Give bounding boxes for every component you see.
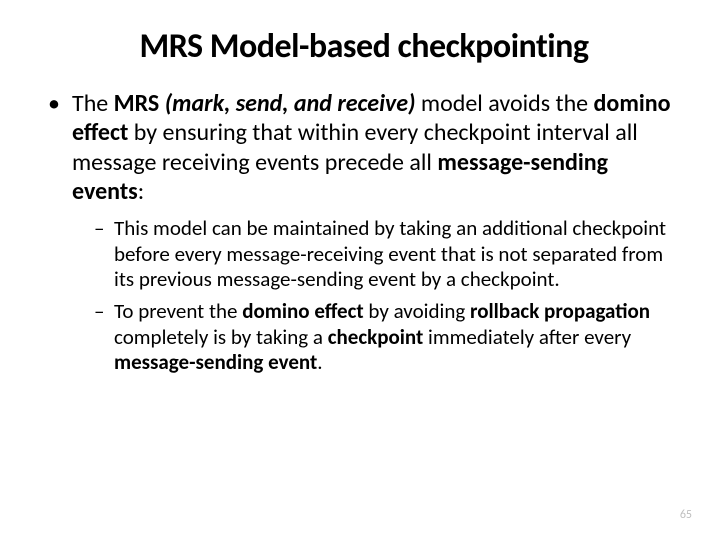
text-run: To prevent the [114, 298, 242, 324]
text-run-bold: rollback propagation [470, 298, 650, 324]
text-run: . [317, 349, 322, 375]
slide: MRS Model-based checkpointing The MRS (m… [0, 0, 720, 540]
text-run: by avoiding [364, 298, 470, 324]
page-number: 65 [680, 508, 692, 522]
text-run-bold: message-sending event [114, 349, 317, 375]
text-run: completely is by taking a [114, 324, 328, 350]
slide-body: The MRS (mark, send, and receive) model … [48, 89, 680, 376]
text-run: This model can be maintained by taking a… [114, 215, 666, 292]
text-run: model avoids the [415, 89, 593, 118]
text-run-bold-italic: (mark, send, and receive) [165, 89, 416, 118]
slide-title: MRS Model-based checkpointing [48, 26, 680, 67]
text-run: The [72, 89, 114, 118]
bullet-list-level1: The MRS (mark, send, and receive) model … [48, 89, 680, 376]
text-run: immediately after every [423, 324, 631, 350]
bullet-item-1: The MRS (mark, send, and receive) model … [48, 89, 680, 376]
text-run-bold: MRS [114, 89, 165, 118]
bullet-list-level2: This model can be maintained by taking a… [94, 216, 680, 376]
text-run: : [138, 177, 144, 206]
text-run-bold: checkpoint [328, 324, 424, 350]
sub-bullet-2: To prevent the domino effect by avoiding… [94, 299, 680, 376]
sub-bullet-1: This model can be maintained by taking a… [94, 216, 680, 293]
text-run-bold: domino effect [242, 298, 363, 324]
